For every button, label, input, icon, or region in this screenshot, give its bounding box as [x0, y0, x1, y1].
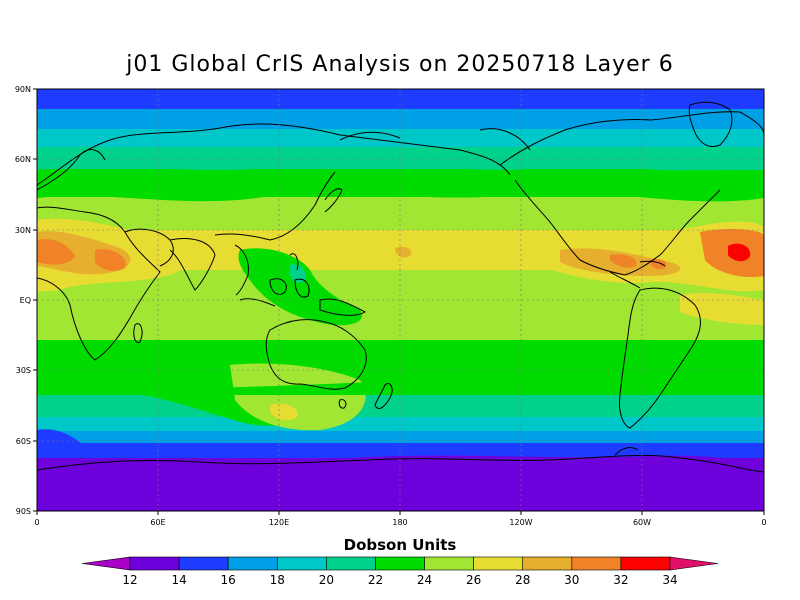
- colorbar-swatch: [620, 556, 671, 571]
- lat-label: EQ: [20, 296, 31, 305]
- lat-label: 30S: [16, 366, 31, 375]
- lon-label: 0: [761, 518, 766, 527]
- coastlines: [37, 101, 764, 473]
- lon-label: 120W: [509, 518, 532, 527]
- colorbar-tick-label: 12: [122, 573, 137, 587]
- longitude-labels: 0 60E 120E 180 120W 60W 0: [34, 518, 766, 527]
- colorbar-tick-label: 20: [319, 573, 334, 587]
- colorbar-tick-label: 26: [466, 573, 481, 587]
- colorbar-swatch: [375, 556, 425, 571]
- map-title: j01 Global CrIS Analysis on 20250718 Lay…: [126, 52, 674, 77]
- latitude-labels: 90N 60N 30N EQ 30S 60S 90S: [15, 85, 31, 516]
- colorbar-tick-label: 14: [171, 573, 186, 587]
- lon-label: 60E: [150, 518, 165, 527]
- colorbar-swatch: [473, 556, 524, 571]
- colorbar-tick-label: 34: [662, 573, 677, 587]
- lon-label: 60W: [633, 518, 651, 527]
- colorbar-tick-label: 28: [515, 573, 530, 587]
- graticule: [37, 89, 764, 511]
- lat-label: 90S: [16, 507, 31, 516]
- lon-label: 0: [34, 518, 39, 527]
- lon-label: 180: [392, 518, 407, 527]
- colorbar-tick-label: 16: [221, 573, 236, 587]
- colorbar-tick-label: 30: [564, 573, 579, 587]
- colorbar-tick-label: 22: [368, 573, 383, 587]
- colorbar-swatch: [326, 556, 376, 571]
- colorbar-tick-label: 18: [270, 573, 285, 587]
- colorbar-swatch: [227, 556, 278, 571]
- lat-label: 60N: [15, 155, 31, 164]
- colorbar-tick-label: 24: [417, 573, 432, 587]
- lon-label: 120E: [269, 518, 289, 527]
- colorbar-label: Dobson Units: [343, 536, 457, 554]
- colorbar-tick-label: 32: [613, 573, 628, 587]
- lat-label: 60S: [16, 437, 31, 446]
- colorbar-under-arrow: [81, 556, 131, 571]
- colorbar-swatch: [276, 556, 327, 571]
- colorbar-swatch: [571, 556, 622, 571]
- lat-label: 30N: [15, 226, 31, 235]
- colorbar: 12 14 16 18 20 22 24 26 28 30 32 34: [81, 556, 719, 587]
- ozone-field: [37, 89, 764, 511]
- colorbar-swatch: [424, 556, 474, 571]
- colorbar-swatch: [522, 556, 573, 571]
- lat-label: 90N: [15, 85, 31, 94]
- colorbar-over-arrow: [669, 556, 719, 571]
- colorbar-swatch: [129, 556, 180, 571]
- colorbar-swatch: [178, 556, 229, 571]
